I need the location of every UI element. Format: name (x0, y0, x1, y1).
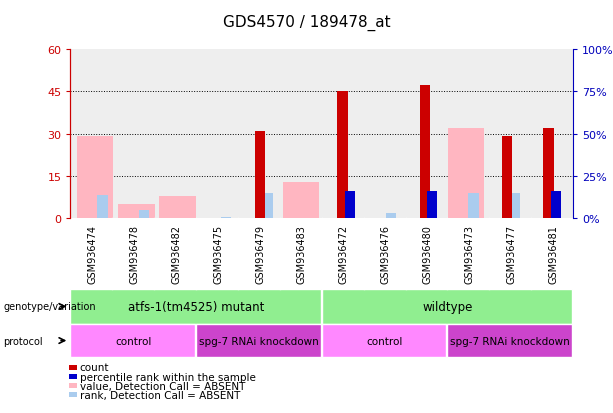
Text: genotype/variation: genotype/variation (3, 301, 96, 312)
Text: spg-7 RNAi knockdown: spg-7 RNAi knockdown (451, 336, 570, 346)
Bar (97, 195, 108, 219)
Bar (159, 196, 196, 219)
Text: GSM936476: GSM936476 (381, 225, 390, 283)
Bar (118, 205, 154, 219)
Text: GSM936472: GSM936472 (339, 225, 349, 283)
Text: protocol: protocol (3, 336, 43, 346)
Text: GSM936475: GSM936475 (213, 225, 223, 283)
Text: atfs-1(tm4525) mutant: atfs-1(tm4525) mutant (128, 300, 264, 313)
Text: wildtype: wildtype (422, 300, 473, 313)
Text: GSM936480: GSM936480 (422, 225, 433, 283)
Text: GSM936482: GSM936482 (171, 225, 181, 283)
Bar (386, 214, 396, 219)
Bar (448, 128, 484, 219)
Text: GSM936474: GSM936474 (88, 225, 97, 283)
Bar (427, 192, 438, 219)
Bar (221, 217, 231, 219)
Bar (77, 137, 113, 219)
Text: GDS4570 / 189478_at: GDS4570 / 189478_at (223, 14, 390, 31)
Text: control: control (367, 336, 403, 346)
Bar (468, 193, 479, 219)
Bar (337, 92, 348, 219)
Bar (420, 86, 430, 219)
Text: count: count (80, 363, 109, 373)
Bar (255, 131, 265, 219)
Bar (502, 137, 512, 219)
Text: control: control (115, 336, 151, 346)
Text: GSM936478: GSM936478 (129, 225, 139, 283)
Bar (427, 192, 438, 219)
Text: GSM936477: GSM936477 (506, 225, 516, 283)
Bar (543, 128, 554, 219)
Bar (262, 193, 273, 219)
Text: GSM936479: GSM936479 (255, 225, 265, 283)
Text: percentile rank within the sample: percentile rank within the sample (80, 372, 256, 382)
Bar (139, 211, 149, 219)
Text: value, Detection Call = ABSENT: value, Detection Call = ABSENT (80, 381, 245, 391)
Bar (550, 192, 561, 219)
Text: GSM936473: GSM936473 (465, 225, 474, 283)
Text: rank, Detection Call = ABSENT: rank, Detection Call = ABSENT (80, 390, 240, 400)
Text: GSM936481: GSM936481 (548, 225, 558, 283)
Text: spg-7 RNAi knockdown: spg-7 RNAi knockdown (199, 336, 319, 346)
Bar (283, 182, 319, 219)
Bar (345, 192, 355, 219)
Bar (509, 193, 520, 219)
Text: GSM936483: GSM936483 (297, 225, 307, 283)
